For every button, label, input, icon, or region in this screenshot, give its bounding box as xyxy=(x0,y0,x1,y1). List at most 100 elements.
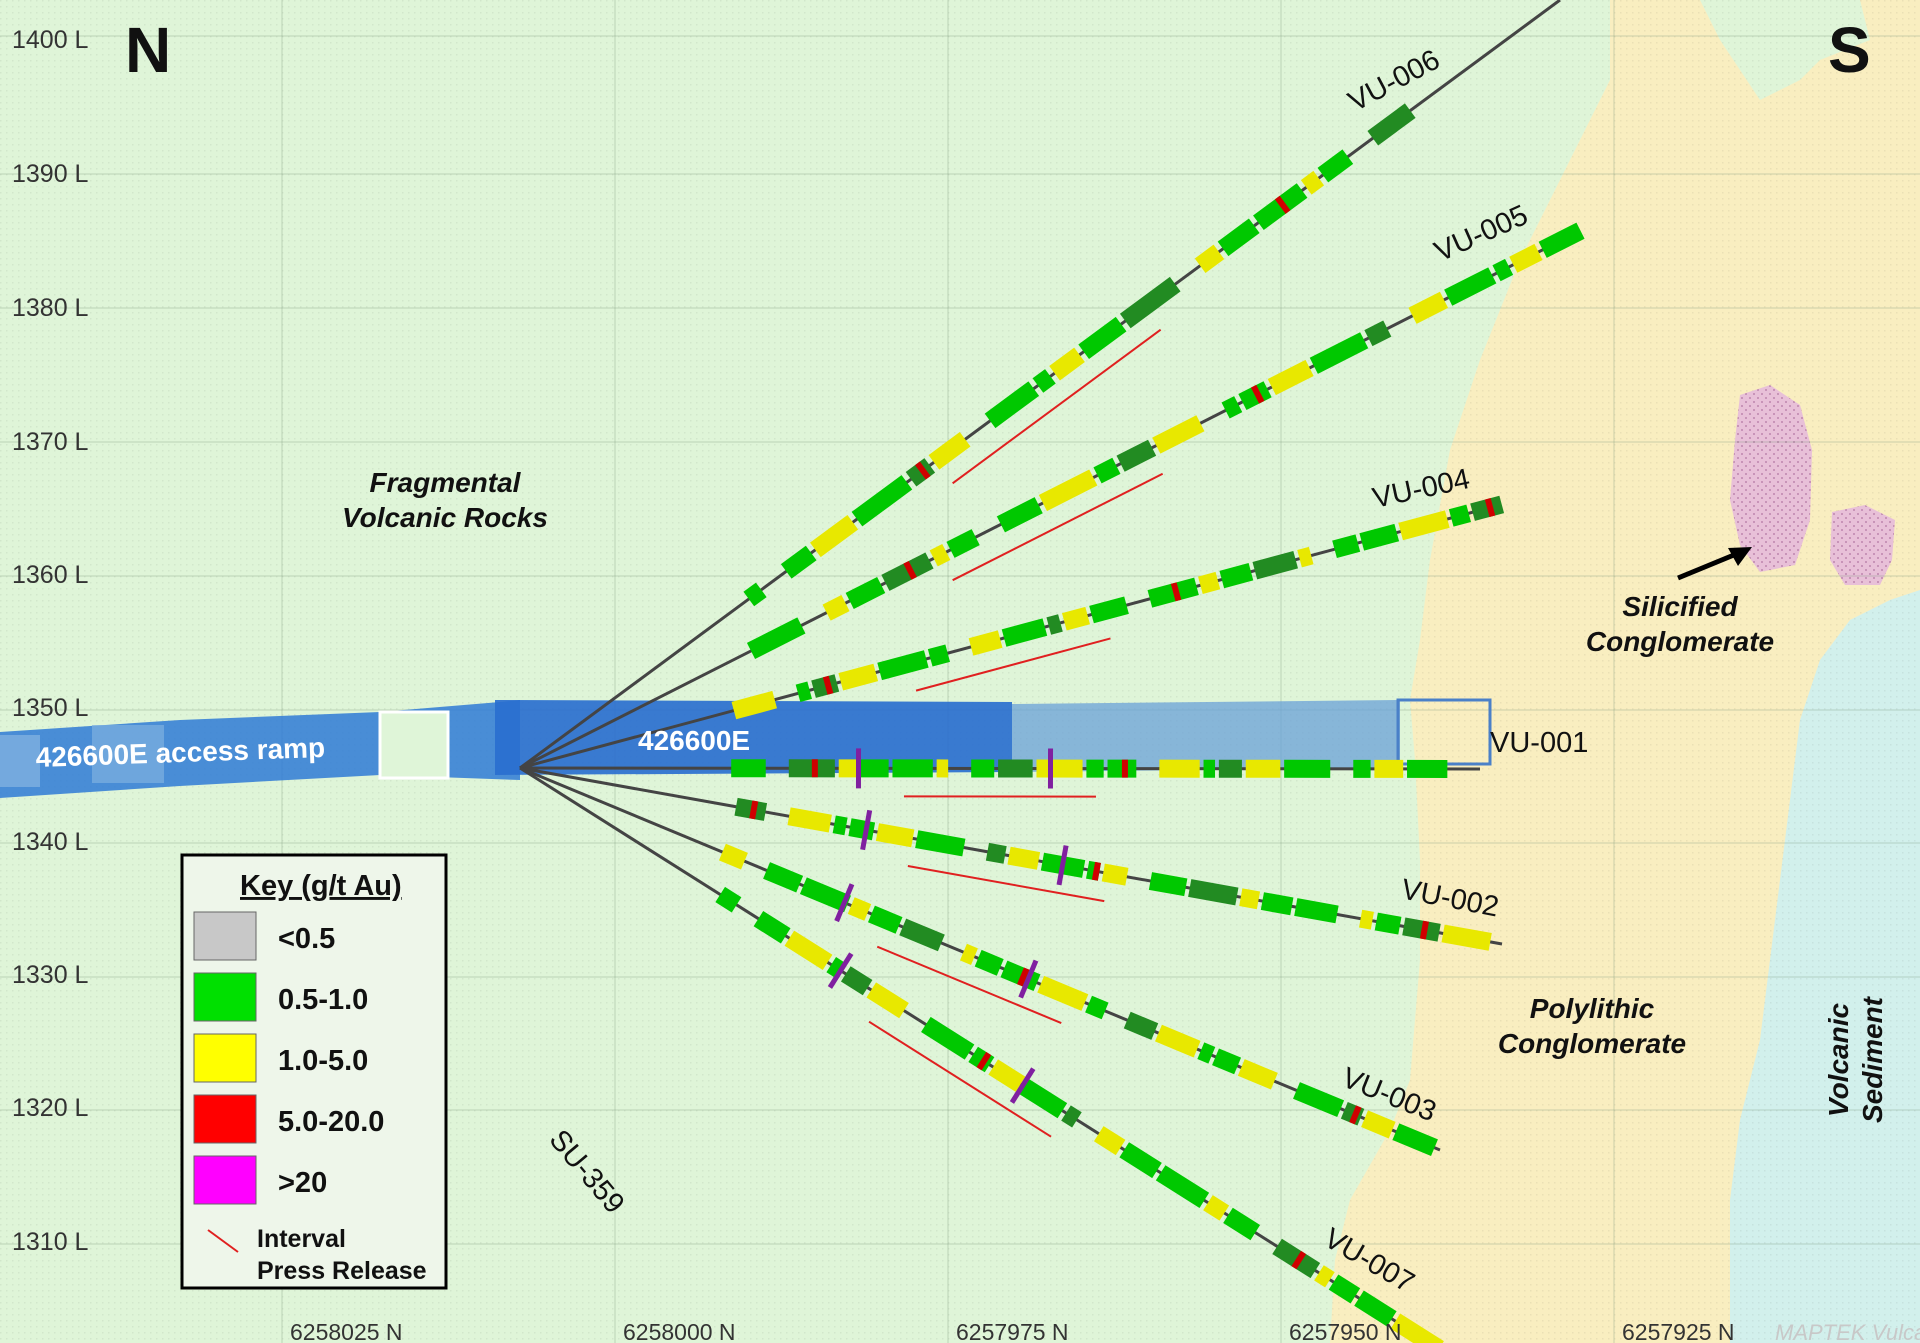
assay-interval xyxy=(1444,267,1497,306)
geology-label-silicified: Silicified xyxy=(1622,591,1738,622)
assay-interval xyxy=(1037,975,1089,1011)
geology-label-fragmental-2: Volcanic Rocks xyxy=(342,502,548,533)
assay-interval xyxy=(822,595,850,621)
assay-intervals xyxy=(715,886,1444,1343)
assay-interval xyxy=(1155,1024,1201,1058)
assay-interval xyxy=(971,759,995,778)
assay-interval xyxy=(1219,563,1254,589)
assay-intervals xyxy=(731,495,1505,720)
assay-interval xyxy=(867,905,903,934)
assay-interval xyxy=(959,943,978,966)
assay-interval-high xyxy=(1091,861,1101,881)
assay-interval xyxy=(1188,879,1239,906)
level-label: 1360 L xyxy=(12,561,89,589)
assay-interval xyxy=(1328,1274,1361,1304)
assay-interval xyxy=(1408,291,1449,324)
assay-interval xyxy=(1392,1123,1438,1157)
assay-interval-high xyxy=(1274,195,1291,214)
assay-interval xyxy=(1093,1126,1126,1156)
assay-interval xyxy=(1159,759,1200,778)
assay-interval xyxy=(1061,1105,1082,1128)
assay-interval xyxy=(1272,1238,1321,1279)
northing-label: 6257925 N xyxy=(1622,1319,1735,1343)
assay-interval xyxy=(718,843,748,870)
legend-label: >20 xyxy=(278,1167,327,1199)
drive-dark xyxy=(495,700,1012,775)
assay-interval xyxy=(946,529,980,558)
assay-interval xyxy=(1061,606,1090,631)
assay-interval xyxy=(1007,846,1041,870)
geology-label-silicified-2: Conglomerate xyxy=(1586,626,1774,657)
compass-north: N xyxy=(125,14,171,86)
drillhole-vu-002: VU-002 xyxy=(519,766,1503,951)
assay-interval xyxy=(1359,523,1400,551)
assay-interval-high xyxy=(915,461,931,480)
geology-label-sediment: Sediment xyxy=(1857,995,1888,1123)
assay-interval xyxy=(1297,546,1314,568)
assay-interval xyxy=(1212,1048,1242,1075)
assay-interval xyxy=(1019,1078,1068,1119)
assay-interval xyxy=(1046,614,1063,635)
assay-interval xyxy=(1267,359,1314,396)
assay-interval-high xyxy=(1419,920,1429,940)
assay-interval xyxy=(899,918,945,952)
assay-interval xyxy=(746,617,806,659)
assay-interval xyxy=(1086,759,1104,778)
level-label: 1400 L xyxy=(12,26,89,54)
assay-interval xyxy=(968,630,1003,656)
drive-light xyxy=(1012,700,1400,772)
assay-interval xyxy=(998,759,1033,778)
drillhole-vu-005: VU-005 xyxy=(519,199,1585,770)
level-label: 1310 L xyxy=(12,1228,89,1256)
drillholes: VU-006VU-005VU-004VU-001VU-002VU-003VU-0… xyxy=(519,0,1588,1343)
level-label: 1330 L xyxy=(12,961,89,989)
assay-interval-high xyxy=(976,1051,992,1071)
assay-interval xyxy=(1359,909,1374,930)
assay-interval xyxy=(1221,396,1243,419)
assay-interval xyxy=(1197,1042,1216,1064)
assay-interval-high xyxy=(1170,582,1182,602)
assay-interval xyxy=(838,663,879,691)
assay-interval xyxy=(877,650,929,681)
arrow-head-icon xyxy=(1728,547,1752,566)
assay-interval-very-high xyxy=(1047,748,1054,789)
ramp-opening xyxy=(378,710,450,780)
northing-labels: 6258025 N 6258000 N 6257975 N 6257950 N … xyxy=(290,1319,1735,1343)
assay-interval xyxy=(1390,1313,1444,1343)
legend-swatch xyxy=(193,1094,257,1144)
assay-interval xyxy=(1309,332,1369,374)
assay-interval xyxy=(763,862,804,893)
northing-label: 6258000 N xyxy=(623,1319,736,1343)
assay-interval xyxy=(915,830,966,857)
press-release-interval xyxy=(952,328,1162,485)
assay-interval xyxy=(1367,103,1416,146)
assay-interval xyxy=(1332,534,1361,558)
assay-interval xyxy=(985,842,1007,864)
assay-interval xyxy=(1119,1142,1162,1179)
assay-interval xyxy=(1441,924,1492,951)
assay-interval-high xyxy=(811,759,818,778)
assay-interval xyxy=(927,644,951,667)
legend-label: 0.5-1.0 xyxy=(278,984,368,1016)
assay-interval xyxy=(1038,469,1098,512)
assay-interval xyxy=(875,823,915,848)
assay-interval xyxy=(1198,571,1221,594)
assay-interval-high xyxy=(1484,498,1496,517)
assay-interval xyxy=(936,759,949,778)
assay-interval xyxy=(1492,258,1514,282)
assay-interval xyxy=(731,690,777,720)
assay-interval xyxy=(743,582,767,607)
legend-title: Key (g/t Au) xyxy=(240,870,402,902)
assay-interval xyxy=(1374,759,1404,778)
assay-interval xyxy=(1116,439,1157,472)
assay-interval-high xyxy=(749,800,759,820)
assay-interval xyxy=(866,982,909,1019)
assay-interval xyxy=(1036,759,1083,778)
press-release-interval xyxy=(876,945,1062,1024)
legend-swatch xyxy=(193,911,257,961)
assay-interval xyxy=(1407,759,1448,778)
geology-label-polylithic-2: Conglomerate xyxy=(1498,1028,1686,1059)
assay-interval xyxy=(984,381,1040,429)
